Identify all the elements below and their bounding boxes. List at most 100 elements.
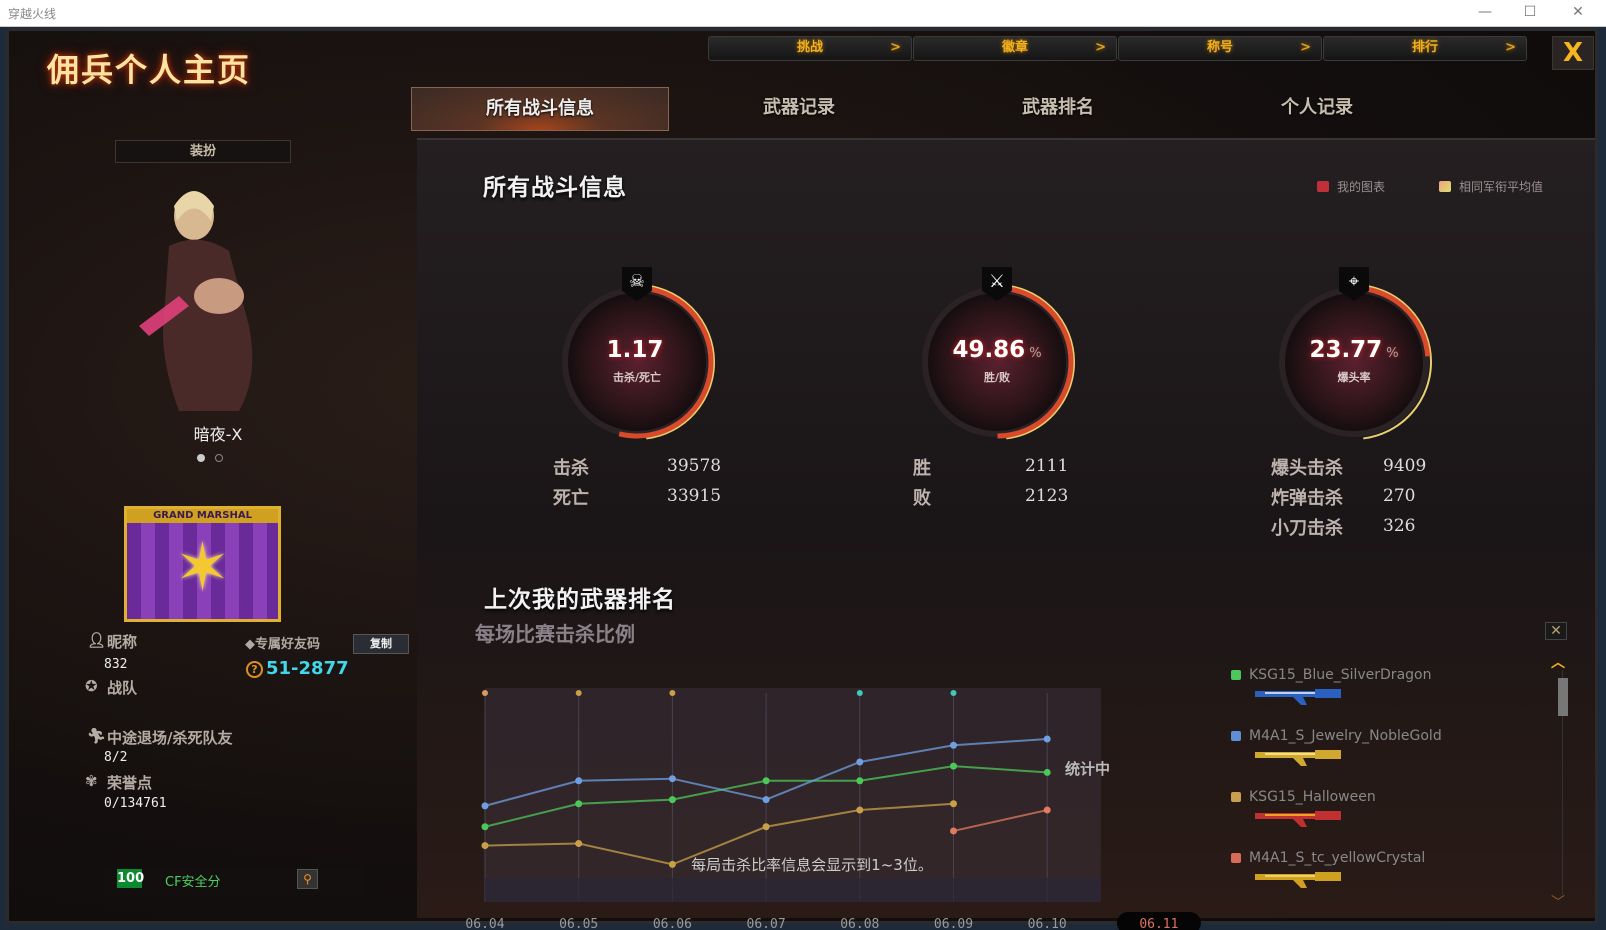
stat-value: 2111 bbox=[1025, 456, 1069, 476]
stat-value: 33915 bbox=[667, 486, 722, 506]
x-tick-label[interactable]: 06.04 bbox=[465, 917, 504, 930]
scroll-down-button[interactable]: ﹀ bbox=[1551, 895, 1565, 911]
legend-swatch bbox=[1317, 181, 1329, 192]
nav-2-button[interactable]: 称号 > bbox=[1118, 36, 1322, 61]
carousel-dot-active[interactable] bbox=[197, 454, 205, 462]
data-point bbox=[856, 758, 864, 766]
quit-value: 8/2 bbox=[104, 750, 128, 765]
security-label: CF安全分 bbox=[165, 875, 221, 890]
weapon-item[interactable]: KSG15_Blue_SilverDragon bbox=[1231, 667, 1431, 683]
weapon-swatch bbox=[1231, 792, 1241, 802]
minimize-button[interactable]: — bbox=[1478, 4, 1492, 20]
weapon-name: M4A1_S_tc_yellowCrystal bbox=[1249, 850, 1426, 866]
stat-label: 胜 bbox=[913, 458, 931, 479]
data-point bbox=[762, 823, 770, 831]
stat-label: 爆头击杀 bbox=[1271, 458, 1343, 479]
weapon-swatch bbox=[1231, 731, 1241, 741]
x-tick-label[interactable]: 06.08 bbox=[840, 917, 879, 930]
nav-label: 排行 bbox=[1411, 40, 1438, 55]
stat-value: 9409 bbox=[1383, 456, 1427, 476]
data-point bbox=[668, 775, 676, 783]
tab-0[interactable]: 所有战斗信息 bbox=[411, 87, 669, 131]
help-icon[interactable]: ? bbox=[246, 661, 263, 678]
ring-value-text: 23.77 bbox=[1309, 337, 1383, 363]
honor-label: 荣誉点 bbox=[107, 774, 153, 792]
ring-label: 爆头率 bbox=[1337, 371, 1371, 384]
legend-rank-average[interactable]: 相同军衔平均值 bbox=[1439, 178, 1543, 195]
chevron-right-icon: > bbox=[1505, 40, 1516, 55]
star-emblem-icon: ✶ bbox=[174, 529, 231, 606]
magnifier-icon: ⚲ bbox=[303, 872, 312, 886]
user-icon: 👤︎ bbox=[87, 631, 107, 649]
nav-0-button[interactable]: 挑战 > bbox=[708, 36, 912, 61]
legend-label: 我的图表 bbox=[1337, 180, 1386, 194]
x-tick-label[interactable]: 06.05 bbox=[559, 917, 598, 930]
close-weapon-list-button[interactable]: ✕ bbox=[1545, 622, 1567, 640]
tab-1[interactable]: 武器记录 bbox=[763, 97, 835, 118]
nickname-value: 832 bbox=[104, 657, 128, 672]
data-point bbox=[950, 800, 957, 808]
data-point bbox=[1043, 768, 1051, 776]
scrollbar-track[interactable] bbox=[1562, 670, 1563, 895]
character-name: 暗夜-X bbox=[193, 425, 243, 444]
weapon-swatch bbox=[1231, 670, 1241, 680]
ring-value-text: 1.17 bbox=[606, 337, 664, 363]
data-point bbox=[950, 827, 957, 835]
scroll-up-button[interactable]: ︿ bbox=[1551, 655, 1565, 671]
x-tick-label[interactable]: 06.06 bbox=[653, 917, 692, 930]
dress-up-button[interactable]: 装扮 bbox=[115, 140, 291, 163]
chart-caption: 每局击杀比率信息会显示到1~3位。 bbox=[691, 856, 933, 874]
data-point bbox=[1043, 806, 1051, 814]
weapon-item[interactable]: KSG15_Halloween bbox=[1231, 789, 1376, 805]
selected-date-pill bbox=[1116, 912, 1201, 930]
legend-label: 相同军衔平均值 bbox=[1459, 180, 1544, 194]
maximize-button[interactable]: ☐ bbox=[1523, 4, 1537, 20]
nav-1-button[interactable]: 徽章 > bbox=[913, 36, 1117, 61]
x-tick-label[interactable]: 06.11 bbox=[1139, 917, 1178, 930]
ring-value: 49.86% bbox=[912, 337, 1082, 363]
stat-label: 炸弹击杀 bbox=[1271, 488, 1343, 509]
data-point bbox=[668, 796, 676, 804]
weapon-item[interactable]: M4A1_S_Jewelry_NobleGold bbox=[1231, 728, 1442, 744]
profile-window: 佣兵个人主页 挑战 > 徽章 > 称号 > 排行 > X 所有战斗信息 武器记录 武器排名 个人记录… bbox=[6, 28, 1598, 930]
friend-code-label: ◆专属好友码 bbox=[245, 633, 320, 652]
carousel-dot[interactable] bbox=[215, 454, 223, 462]
badge-text: GRAND MARSHAL bbox=[127, 509, 278, 523]
nav-label: 称号 bbox=[1206, 40, 1233, 55]
honor-value: 0/134761 bbox=[104, 796, 167, 811]
ring-unit: % bbox=[1386, 346, 1399, 361]
stat-label: 击杀 bbox=[553, 458, 589, 479]
weapon-name: KSG15_Halloween bbox=[1249, 789, 1376, 805]
x-tick-label[interactable]: 06.10 bbox=[1028, 917, 1067, 930]
x-tick-label[interactable]: 06.09 bbox=[934, 917, 973, 930]
weapon-item[interactable]: M4A1_S_tc_yellowCrystal bbox=[1231, 850, 1425, 866]
stat-value: 270 bbox=[1383, 486, 1416, 506]
content-panel: 所有战斗信息 我的图表 相同军衔平均值 ☠ 1.17 击杀/死亡 击杀 39578 死亡 3… bbox=[417, 138, 1595, 930]
x-tick-label[interactable]: 06.07 bbox=[747, 917, 786, 930]
clan-icon: ✪ bbox=[85, 677, 98, 695]
ring-label: 击杀/死亡 bbox=[612, 371, 662, 384]
weapon-image bbox=[1255, 748, 1343, 768]
nav-3-button[interactable]: 排行 > bbox=[1323, 36, 1527, 61]
plot-area bbox=[485, 688, 1101, 902]
friend-code-value: 51-2877 bbox=[266, 658, 349, 679]
tag-icon: ◆ bbox=[245, 637, 255, 652]
data-point bbox=[481, 842, 489, 850]
nickname-label: 昵称 bbox=[107, 633, 138, 651]
section-title-weapon-rank: 上次我的武器排名 bbox=[484, 587, 676, 613]
top-marker bbox=[482, 690, 488, 696]
close-profile-button[interactable]: X bbox=[1552, 36, 1594, 70]
caption-band bbox=[485, 878, 1101, 902]
weapon-image bbox=[1255, 687, 1343, 707]
weapon-name: M4A1_S_Jewelry_NobleGold bbox=[1249, 728, 1442, 744]
tab-3[interactable]: 个人记录 bbox=[1281, 97, 1353, 118]
scrollbar-thumb[interactable] bbox=[1558, 678, 1568, 716]
tab-2[interactable]: 武器排名 bbox=[1022, 97, 1094, 118]
window-close-button[interactable]: ✕ bbox=[1572, 4, 1584, 20]
chevron-right-icon: > bbox=[890, 40, 901, 55]
copy-button[interactable]: 复制 bbox=[353, 634, 409, 654]
search-button[interactable]: ⚲ bbox=[297, 869, 318, 889]
data-point bbox=[668, 860, 676, 868]
legend-my-chart[interactable]: 我的图表 bbox=[1317, 178, 1385, 195]
top-marker bbox=[950, 690, 957, 696]
